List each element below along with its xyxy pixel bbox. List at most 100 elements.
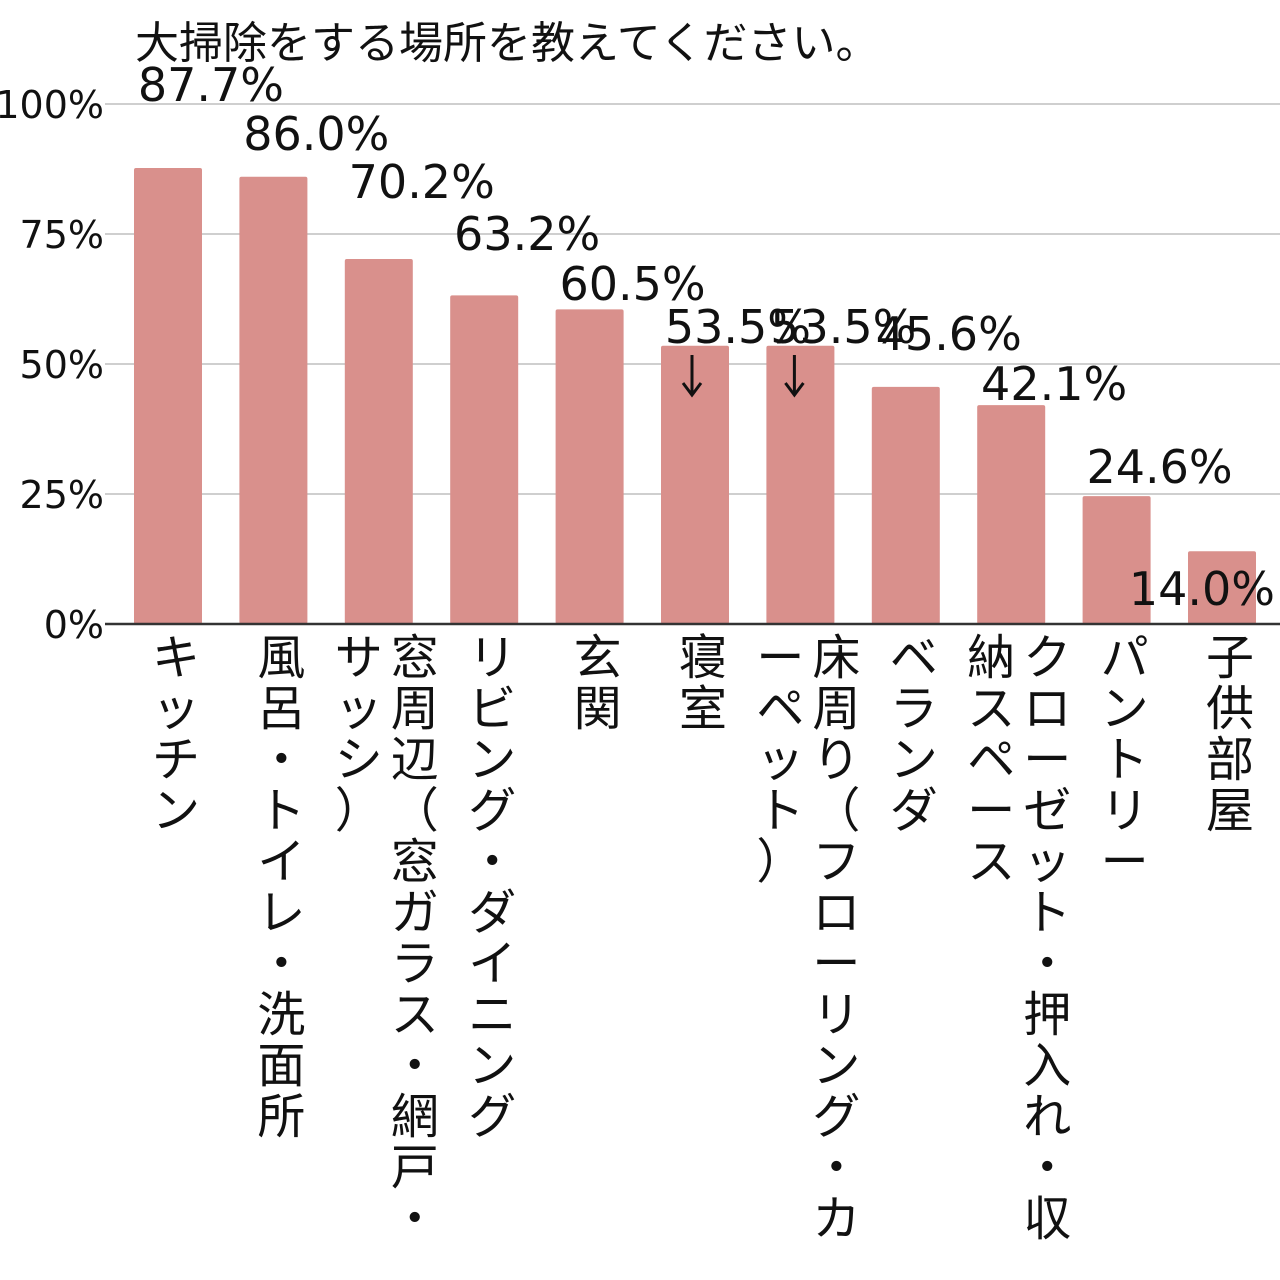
category-label: 所 [257, 1089, 305, 1145]
category-label: 室 [679, 681, 727, 737]
category-label: ッ [1023, 834, 1071, 890]
category-label: 納 [967, 630, 1015, 686]
down-arrow-head-icon [681, 382, 703, 398]
category-label: リ [812, 987, 860, 1043]
annotation-arrows [681, 355, 805, 398]
category-label: フ [812, 834, 860, 890]
category-label: （ [391, 783, 439, 839]
category-label: カ [812, 1191, 860, 1247]
category-label: ー [967, 783, 1015, 839]
category-label: ・ [812, 1140, 860, 1196]
category-label: グ [468, 1089, 516, 1145]
bar [1188, 551, 1256, 624]
category-label: ラ [890, 681, 938, 737]
data-label: 24.6% [1086, 440, 1232, 494]
bar [555, 309, 624, 624]
category-label: ク [1023, 630, 1071, 686]
category-label: ト [1101, 732, 1149, 788]
category-label: 関 [574, 681, 622, 737]
category-label: ） [756, 834, 804, 890]
category-label: キ [152, 630, 200, 686]
category-label: ペ [967, 732, 1015, 788]
y-axis: 0% 25% 50% 75% 100% [0, 83, 104, 647]
bar [344, 258, 413, 624]
category-label: ロ [812, 885, 860, 941]
category-label: ラ [391, 936, 439, 992]
data-label: 70.2% [349, 155, 495, 209]
bar [239, 176, 308, 625]
category-label: （ [812, 783, 860, 839]
category-label: イ [468, 936, 516, 992]
bar [134, 167, 202, 624]
category-label: ン [812, 1038, 860, 1094]
category-label: ス [967, 681, 1015, 737]
category-label: 寝 [679, 630, 727, 686]
y-tick-label: 100% [0, 83, 104, 127]
data-labels: 87.7%86.0%70.2%63.2%60.5%53.5%53.5%45.6%… [138, 58, 1275, 616]
category-label: リ [1101, 783, 1149, 839]
y-tick-label: 0% [44, 603, 104, 647]
category-label: ゼ [1023, 783, 1071, 839]
y-tick-label: 25% [20, 473, 104, 517]
category-label: 入 [1023, 1038, 1071, 1094]
data-label: 87.7% [138, 58, 284, 112]
bar [661, 345, 729, 624]
y-tick-label: 75% [20, 213, 104, 257]
category-label: ペ [756, 681, 804, 737]
category-label: リ [468, 630, 516, 686]
category-label: ー [812, 936, 860, 992]
category-label: 窓 [391, 834, 439, 890]
data-label: 53.5% [665, 300, 811, 354]
category-label: パ [1101, 630, 1149, 686]
category-label: グ [468, 783, 516, 839]
category-label: ー [1101, 834, 1149, 890]
bar [871, 386, 940, 624]
category-label: ー [756, 630, 804, 686]
data-label: 42.1% [981, 357, 1127, 411]
category-label: ッ [335, 681, 383, 737]
bars [134, 167, 1256, 625]
category-label: 床 [812, 630, 860, 686]
category-label: 押 [1023, 987, 1071, 1043]
category-label: 呂 [257, 681, 305, 737]
category-label: ン [1101, 681, 1149, 737]
bar [450, 295, 519, 624]
category-label: グ [812, 1089, 860, 1145]
category-label: 網 [391, 1089, 439, 1145]
category-label: ン [152, 783, 200, 839]
category-label: ン [468, 1038, 516, 1094]
category-label: 戸 [391, 1140, 439, 1196]
category-label: ・ [1023, 936, 1071, 992]
chart-title: 大掃除をする場所を教えてください。 [135, 18, 879, 69]
category-label: ダ [468, 885, 516, 941]
category-label: ー [1023, 732, 1071, 788]
category-label: ビ [468, 681, 516, 737]
category-label: ・ [391, 1038, 439, 1094]
category-label: れ [1023, 1089, 1071, 1145]
data-label: 45.6% [876, 307, 1022, 361]
category-label: ロ [1023, 681, 1071, 737]
category-label: り [812, 732, 860, 788]
category-label: 子 [1206, 630, 1254, 686]
category-label: ・ [1023, 1140, 1071, 1196]
category-label: ス [391, 987, 439, 1043]
data-label: 86.0% [243, 107, 389, 161]
category-label: 洗 [257, 987, 305, 1043]
category-label: ） [335, 783, 383, 839]
category-label: ッ [152, 681, 200, 737]
data-label: 60.5% [559, 257, 705, 311]
category-label: ・ [468, 834, 516, 890]
category-label: 屋 [1206, 783, 1254, 839]
category-label: シ [335, 732, 383, 788]
category-label: ト [257, 783, 305, 839]
category-label: ・ [257, 936, 305, 992]
category-label: 面 [257, 1038, 305, 1094]
category-label: ・ [391, 1191, 439, 1247]
category-label: ト [1023, 885, 1071, 941]
data-label: 53.5% [770, 300, 916, 354]
category-label: 収 [1023, 1191, 1071, 1247]
category-label: ン [468, 732, 516, 788]
category-label: 玄 [574, 630, 622, 686]
down-arrow-head-icon [784, 382, 805, 398]
